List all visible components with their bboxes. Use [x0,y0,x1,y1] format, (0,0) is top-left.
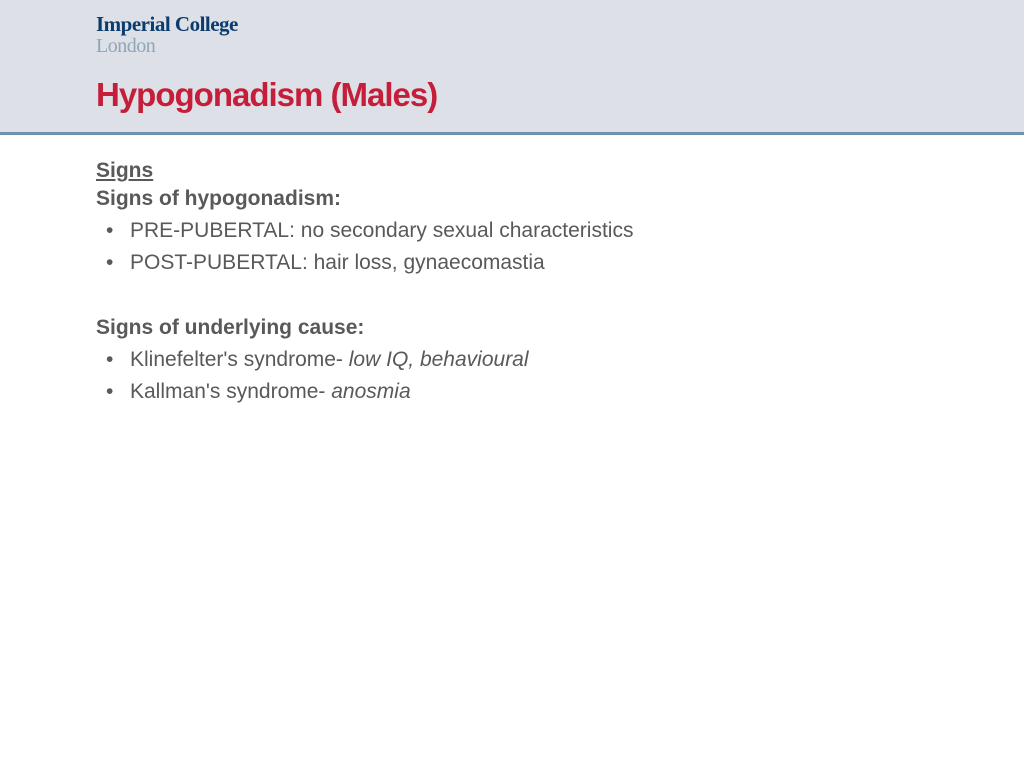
bullet-prefix: POST-PUBERTAL: [130,251,314,274]
list-item: PRE-PUBERTAL: no secondary sexual charac… [96,215,964,247]
logo-line-1: Imperial College [96,12,1024,37]
slide-title: Hypogonadism (Males) [96,76,1024,114]
bullet-prefix: Klinefelter's syndrome- [130,348,349,371]
bullet-italic: anosmia [331,380,410,403]
bullet-list-2: Klinefelter's syndrome- low IQ, behaviou… [96,344,964,407]
list-item: Klinefelter's syndrome- low IQ, behaviou… [96,344,964,376]
logo-line-2: London [96,35,1024,58]
list-item: POST-PUBERTAL: hair loss, gynaecomastia [96,247,964,279]
header-band: Imperial College London Hypogonadism (Ma… [0,0,1024,135]
bullet-list-1: PRE-PUBERTAL: no secondary sexual charac… [96,215,964,278]
subheading-underlying-cause: Signs of underlying cause: [96,316,964,340]
subheading-hypogonadism: Signs of hypogonadism: [96,187,964,211]
institution-logo: Imperial College London [96,12,1024,58]
bullet-prefix: PRE-PUBERTAL: [130,219,301,242]
list-item: Kallman's syndrome- anosmia [96,376,964,408]
bullet-italic: low IQ, behavioural [349,348,529,371]
slide-content: Signs Signs of hypogonadism: PRE-PUBERTA… [0,135,1024,407]
bullet-prefix: Kallman's syndrome- [130,380,331,403]
bullet-text: no secondary sexual characteristics [301,219,634,242]
bullet-text: hair loss, gynaecomastia [314,251,545,274]
section-heading-signs: Signs [96,159,964,183]
